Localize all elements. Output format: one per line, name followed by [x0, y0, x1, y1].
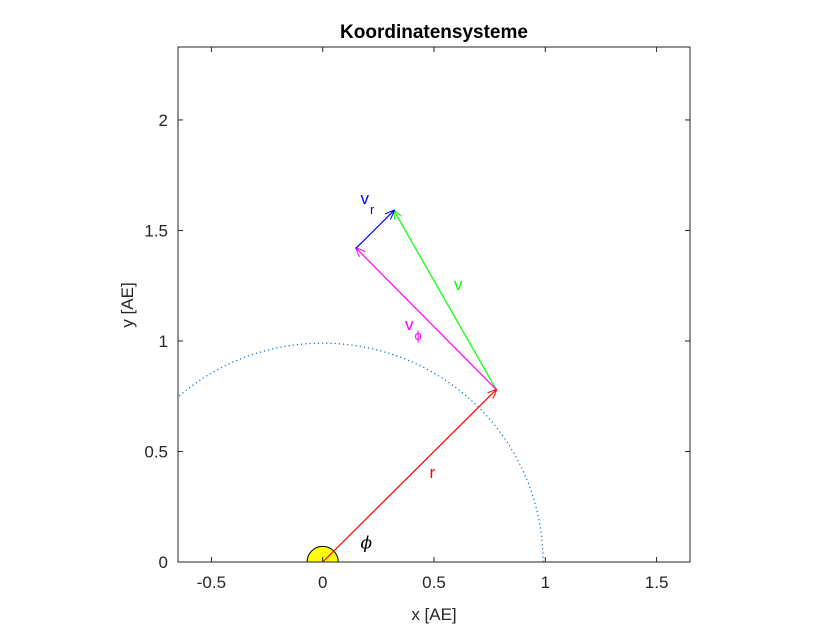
- y-tick-label: 1: [159, 332, 168, 351]
- chart-title: Koordinatensysteme: [340, 22, 528, 43]
- vector-v: [394, 211, 497, 390]
- y-tick-label: 0: [159, 553, 168, 572]
- x-tick-label: -0.5: [197, 573, 226, 592]
- vector-v-r: [355, 211, 394, 249]
- sun-marker: [306, 545, 339, 562]
- vector-label-v: v: [454, 275, 463, 294]
- axes-box: [177, 46, 691, 563]
- vector-r: [322, 390, 497, 562]
- vector-v-phi: [356, 248, 497, 391]
- x-tick-label: 0.5: [422, 573, 446, 592]
- vector-labels: r v vϕ vr ϕ: [361, 189, 463, 554]
- y-axis-ticks: 0 0.5 1 1.5 2: [144, 111, 690, 572]
- orbit-circle: [178, 342, 544, 562]
- vector-label-v-phi: vϕ: [405, 315, 422, 343]
- y-tick-label: 0.5: [144, 442, 168, 461]
- angle-phi-label: ϕ: [361, 534, 373, 554]
- vector-label-r: r: [430, 463, 436, 482]
- x-tick-label: 1.5: [645, 573, 669, 592]
- plot-content: [178, 211, 544, 562]
- x-tick-label: 1: [541, 573, 550, 592]
- y-axis-label: y [AE]: [118, 282, 137, 327]
- y-tick-label: 1.5: [144, 221, 168, 240]
- y-tick-label: 2: [159, 111, 168, 130]
- x-axis-label: x [AE]: [411, 605, 456, 624]
- vectors: [322, 211, 497, 562]
- vector-label-v-r: vr: [361, 189, 376, 217]
- x-axis-ticks: -0.5 0 0.5 1 1.5: [197, 47, 669, 592]
- x-tick-label: 0: [318, 573, 327, 592]
